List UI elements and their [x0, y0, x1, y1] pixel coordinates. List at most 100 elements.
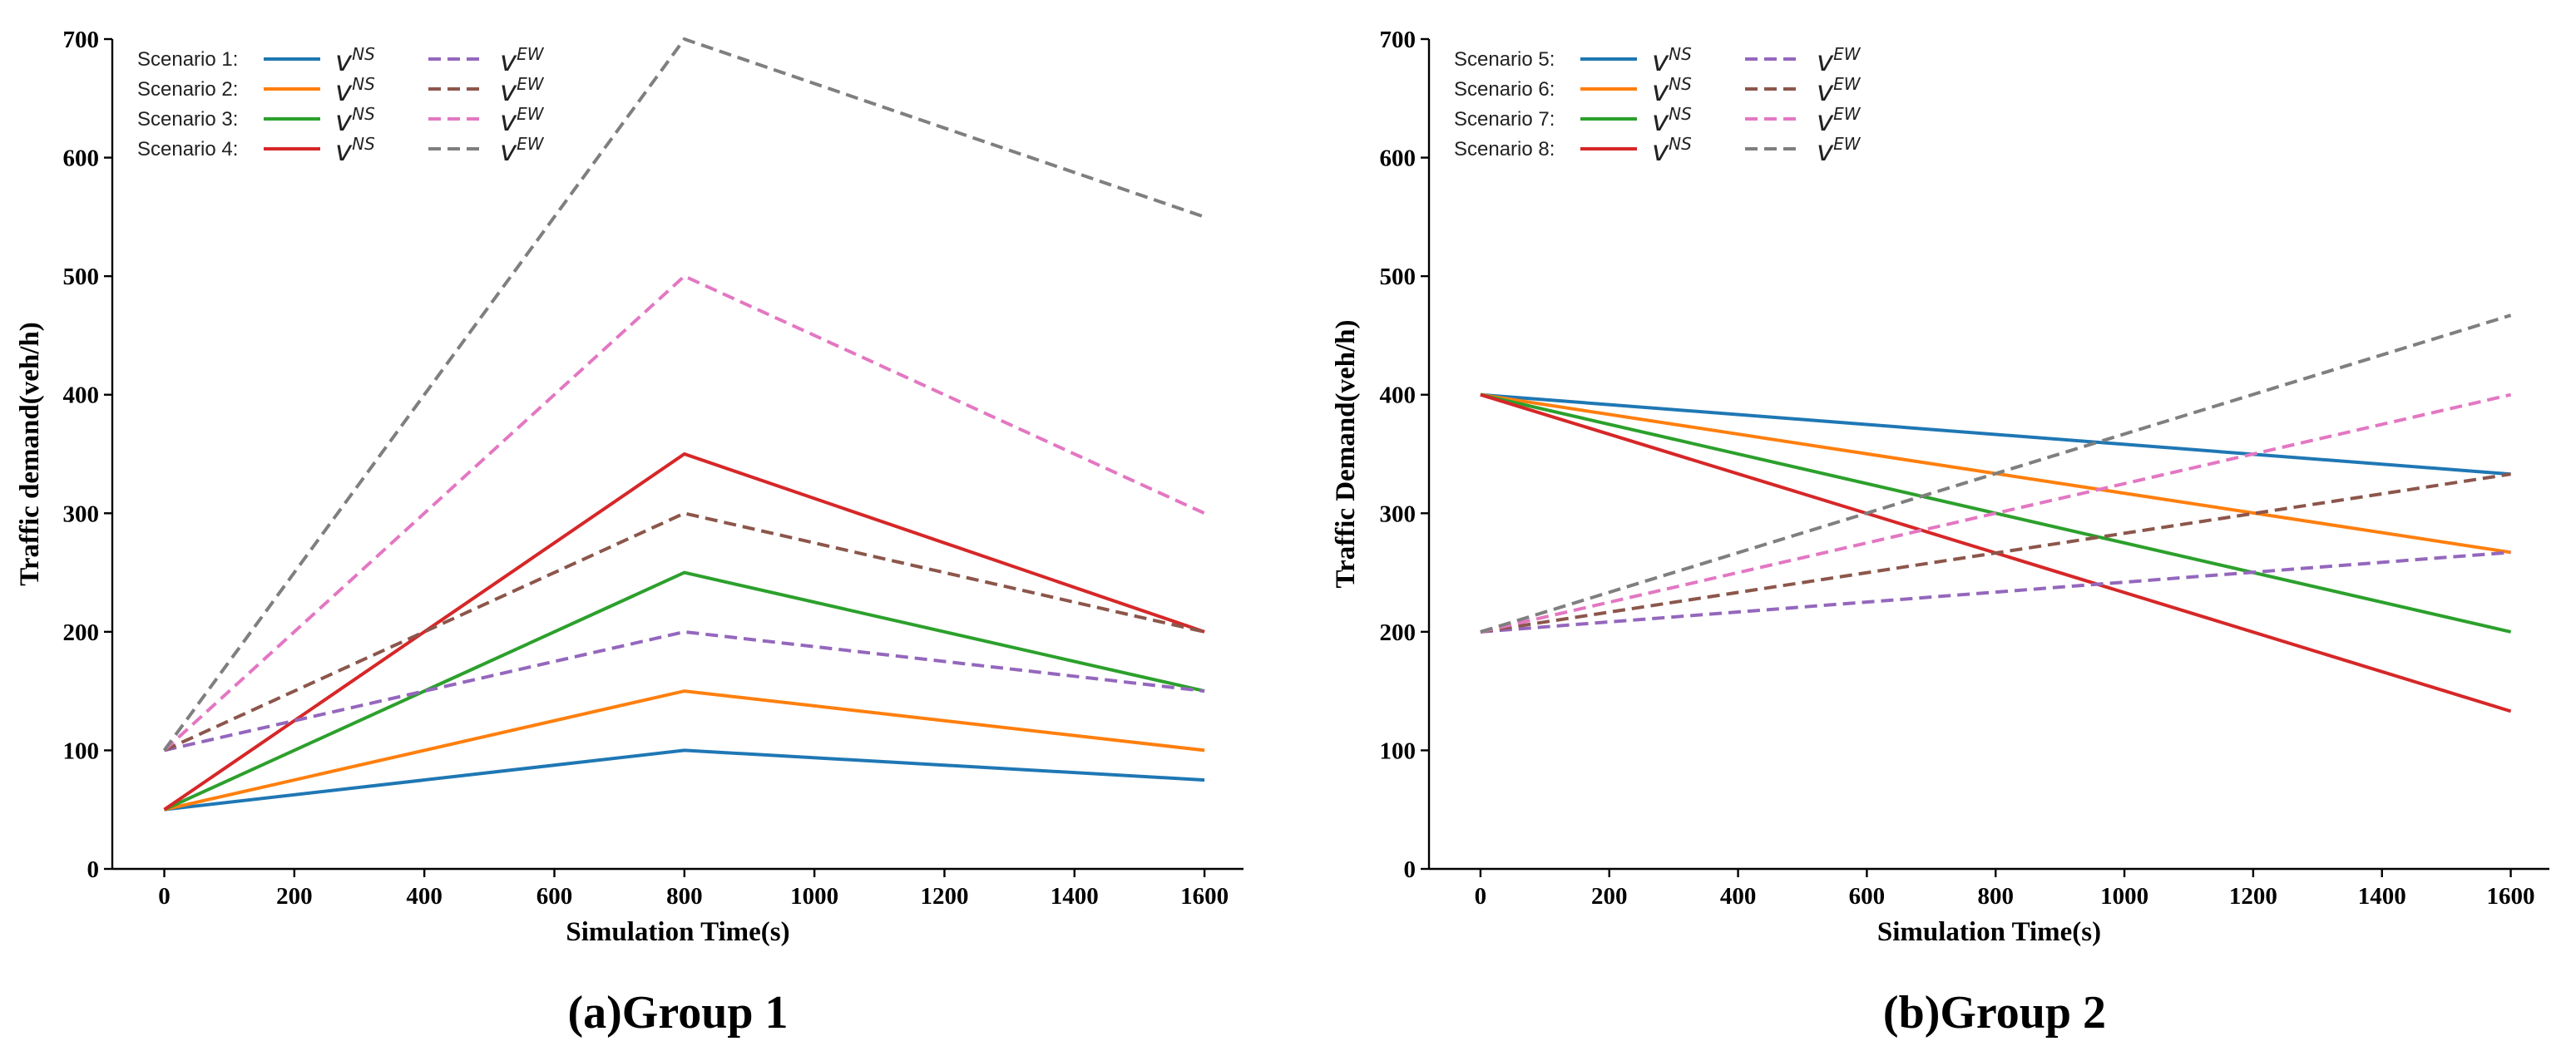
x-tick-label: 1600 [2487, 883, 2535, 910]
x-tick-label: 600 [536, 883, 573, 910]
panel-caption: (a)Group 1 [568, 987, 789, 1039]
x-tick-label: 800 [666, 883, 703, 910]
series-line-s5-ew [1480, 550, 2511, 634]
legend-scenario-label: Scenario 6: [1454, 78, 1555, 101]
legend-symbol-v: v [1817, 75, 1834, 108]
x-tick-label: 1600 [1180, 883, 1229, 910]
y-tick-label: 0 [1404, 856, 1417, 883]
legend-symbol-v: v [1817, 105, 1834, 138]
series-line-s3-ns [163, 570, 1205, 812]
x-tick-label: 1000 [790, 883, 838, 910]
legend-symbol-ns: vNS [335, 44, 375, 78]
series-line-s3-ew [163, 274, 1205, 752]
legend-superscript-ew: EW [517, 74, 545, 94]
y-tick-label: 400 [63, 382, 100, 409]
series-line-s2-ns [164, 689, 1205, 812]
y-tick-label: 500 [63, 264, 100, 290]
y-tick-label: 100 [1380, 738, 1417, 764]
legend-symbol-ns: vNS [335, 104, 375, 138]
legend-superscript-ns: NS [352, 104, 375, 124]
y-tick-label: 600 [1380, 146, 1417, 172]
x-tick-label: 600 [1849, 883, 1886, 910]
legend-superscript-ew: EW [517, 134, 545, 154]
legend-superscript-ns: NS [1669, 44, 1692, 64]
legend-scenario-label: Scenario 5: [1454, 48, 1555, 71]
panel-group-2: 0 200 400 600 800 1000 1200 1400 1600 0 100 200 300 4… [1331, 27, 2549, 1039]
legend-symbol-v: v [335, 105, 353, 138]
y-tick-label: 700 [1380, 27, 1417, 53]
legend-symbol-ns: vNS [1652, 104, 1692, 138]
legend-superscript-ew: EW [1833, 74, 1862, 94]
x-tick-label: 1400 [1051, 883, 1099, 910]
series-line-s4-ns [163, 451, 1205, 812]
series-line-s1-ew [164, 629, 1205, 752]
x-tick-label: 400 [406, 883, 443, 910]
legend-scenario-label: Scenario 1: [137, 48, 238, 71]
legend-symbol-v: v [1652, 105, 1669, 138]
legend-symbol-v: v [500, 45, 517, 78]
y-tick-label: 700 [63, 27, 100, 53]
legend-symbol-ns: vNS [1652, 74, 1692, 108]
series-line-s2-ew [163, 511, 1205, 752]
legend-symbol-ns: vNS [335, 74, 375, 108]
legend-symbol-v: v [500, 75, 517, 108]
y-tick-label: 600 [63, 146, 100, 172]
legend-symbol-v: v [500, 105, 517, 138]
series-line-s7-ew [1480, 392, 2512, 634]
legend-symbol-v: v [335, 75, 353, 108]
panel-group-1: 0 200 400 600 800 1000 1200 1400 1600 0 100 200 300 4… [15, 27, 1244, 1039]
legend-symbol-v: v [500, 135, 517, 168]
x-tick-label: 1200 [2229, 883, 2277, 910]
series-line-s1-ns [164, 748, 1205, 812]
x-tick-label: 1400 [2358, 883, 2406, 910]
legend-superscript-ew: EW [1833, 44, 1862, 64]
legend-symbol-ns: vNS [335, 134, 375, 168]
x-tick-label: 200 [1591, 883, 1628, 910]
legend-symbol-ns: vNS [1652, 44, 1692, 78]
series-line-s4-ew [162, 37, 1205, 752]
legend-superscript-ew: EW [1833, 104, 1862, 124]
legend-symbol-v: v [335, 45, 353, 78]
y-tick-label: 0 [87, 856, 100, 883]
legend-symbol-ew: vEW [500, 44, 545, 78]
x-tick-label: 400 [1720, 883, 1757, 910]
legend-symbol-ew: vEW [500, 104, 545, 138]
legend-scenario-label: Scenario 8: [1454, 138, 1555, 160]
legend-scenario-label: Scenario 2: [137, 78, 238, 101]
y-tick-label: 400 [1380, 382, 1417, 409]
legend-symbol-v: v [1652, 45, 1669, 78]
legend-symbol-ew: vEW [500, 134, 545, 168]
series-line-s5-ns [1480, 392, 2511, 476]
legend-superscript-ns: NS [352, 74, 375, 94]
x-tick-label: 200 [276, 883, 313, 910]
y-tick-label: 200 [1380, 619, 1417, 646]
y-tick-label: 100 [63, 738, 100, 764]
legend-scenario-label: Scenario 3: [137, 108, 238, 131]
legend-symbol-ew: vEW [1817, 104, 1862, 138]
legend-superscript-ns: NS [352, 134, 375, 154]
legend-symbol-v: v [1817, 45, 1834, 78]
x-tick-label: 800 [1977, 883, 2014, 910]
legend-superscript-ns: NS [1669, 134, 1692, 154]
y-tick-label: 500 [1380, 264, 1417, 290]
legend-symbol-ew: vEW [1817, 74, 1862, 108]
y-axis-title: Traffic Demand(veh/h) [1331, 320, 1361, 589]
legend-scenario-label: Scenario 4: [137, 138, 238, 160]
y-axis-title: Traffic demand(veh/h) [15, 322, 45, 585]
legend-scenario-label: Scenario 7: [1454, 108, 1555, 131]
legend-superscript-ew: EW [517, 44, 545, 64]
legend-symbol-ew: vEW [500, 74, 545, 108]
y-tick-label: 200 [63, 619, 100, 646]
y-tick-label: 300 [1380, 501, 1417, 527]
series-line-s6-ew [1480, 472, 2511, 634]
x-axis-title: Simulation Time(s) [566, 917, 789, 947]
y-tick-label: 300 [63, 501, 100, 527]
legend-symbol-v: v [1817, 135, 1834, 168]
series-line-s8-ew [1480, 313, 2512, 634]
legend-symbol-v: v [335, 135, 353, 168]
legend-superscript-ew: EW [517, 104, 545, 124]
panel-caption: (b)Group 2 [1883, 987, 2106, 1039]
